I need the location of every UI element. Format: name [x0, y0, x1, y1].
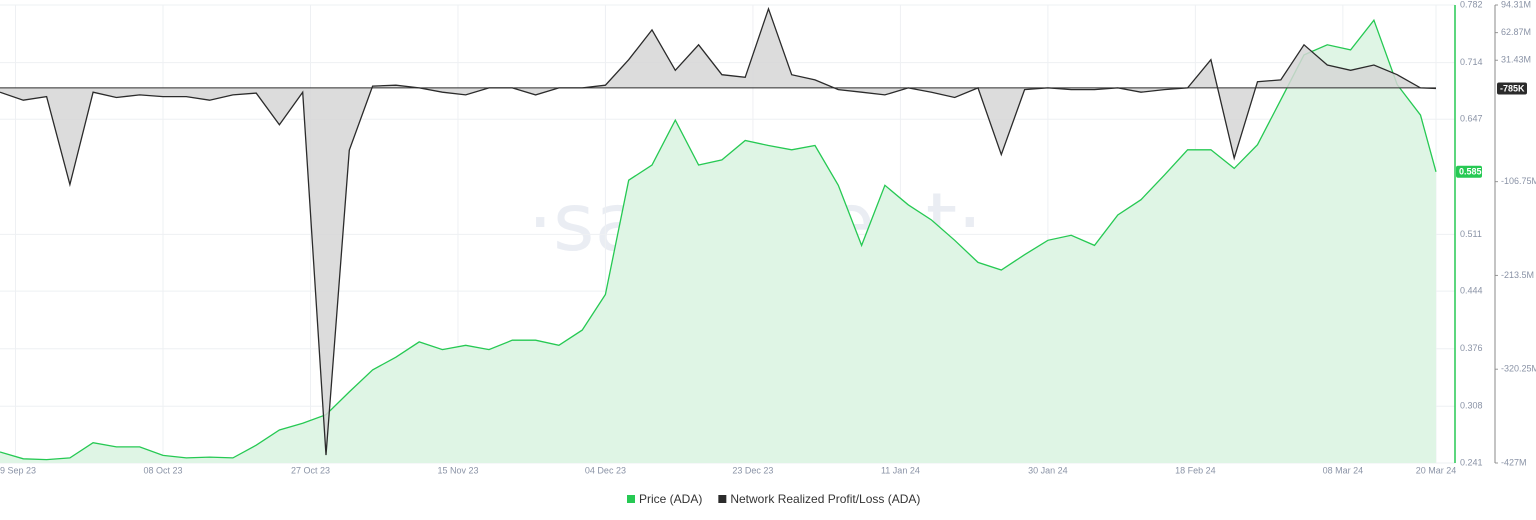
y2-tick-label: -106.75M	[1501, 176, 1536, 186]
y-tick-label: 0.444	[1460, 286, 1483, 296]
x-tick-label: 11 Jan 24	[881, 465, 920, 475]
y-tick-label: 0.782	[1460, 0, 1483, 9]
x-tick-label: 18 Feb 24	[1175, 465, 1216, 475]
last-value-badge	[1497, 82, 1527, 95]
area-fill	[0, 20, 1436, 463]
x-tick-label: 27 Oct 23	[291, 465, 330, 475]
series-line	[0, 6, 1437, 456]
legend-label: Network Realized Profit/Loss (ADA)	[730, 492, 920, 506]
x-tick-label: 04 Dec 23	[585, 465, 626, 475]
y-tick-label: 0.714	[1460, 57, 1483, 67]
y2-tick-label: -320.25M	[1501, 364, 1536, 374]
x-tick-label: 08 Mar 24	[1323, 465, 1364, 475]
y-tick-label: 0.647	[1460, 114, 1483, 124]
y-tick-label: 0.376	[1460, 343, 1483, 353]
legend-label: Price (ADA)	[639, 492, 702, 506]
y-tick-label: 0.511	[1460, 229, 1482, 239]
y2-tick-label: 62.87M	[1501, 27, 1531, 37]
y2-tick-label: -213.5M	[1501, 270, 1534, 280]
series-line	[0, 18, 1437, 461]
x-tick-label: 30 Jan 24	[1028, 465, 1068, 475]
y2-tick-label: 31.43M	[1501, 55, 1531, 65]
legend-swatch	[627, 495, 635, 503]
last-value-label: 0.585	[1459, 167, 1482, 177]
y-tick-label: 0.241	[1460, 457, 1483, 467]
y-tick-label: 0.308	[1460, 401, 1483, 411]
last-value-badge	[1456, 165, 1482, 178]
last-value-label: -785K	[1500, 83, 1525, 93]
x-tick-label: 15 Nov 23	[437, 465, 478, 475]
y2-tick-label: -427M	[1501, 457, 1527, 467]
x-tick-label: 23 Dec 23	[732, 465, 773, 475]
x-tick-label: 20 Mar 24	[1416, 465, 1457, 475]
y2-tick-label: 94.31M	[1501, 0, 1531, 9]
area-fill	[0, 8, 1436, 456]
x-tick-label: 08 Oct 23	[143, 465, 182, 475]
legend-swatch	[718, 495, 727, 503]
x-tick-label: 19 Sep 23	[0, 465, 36, 475]
